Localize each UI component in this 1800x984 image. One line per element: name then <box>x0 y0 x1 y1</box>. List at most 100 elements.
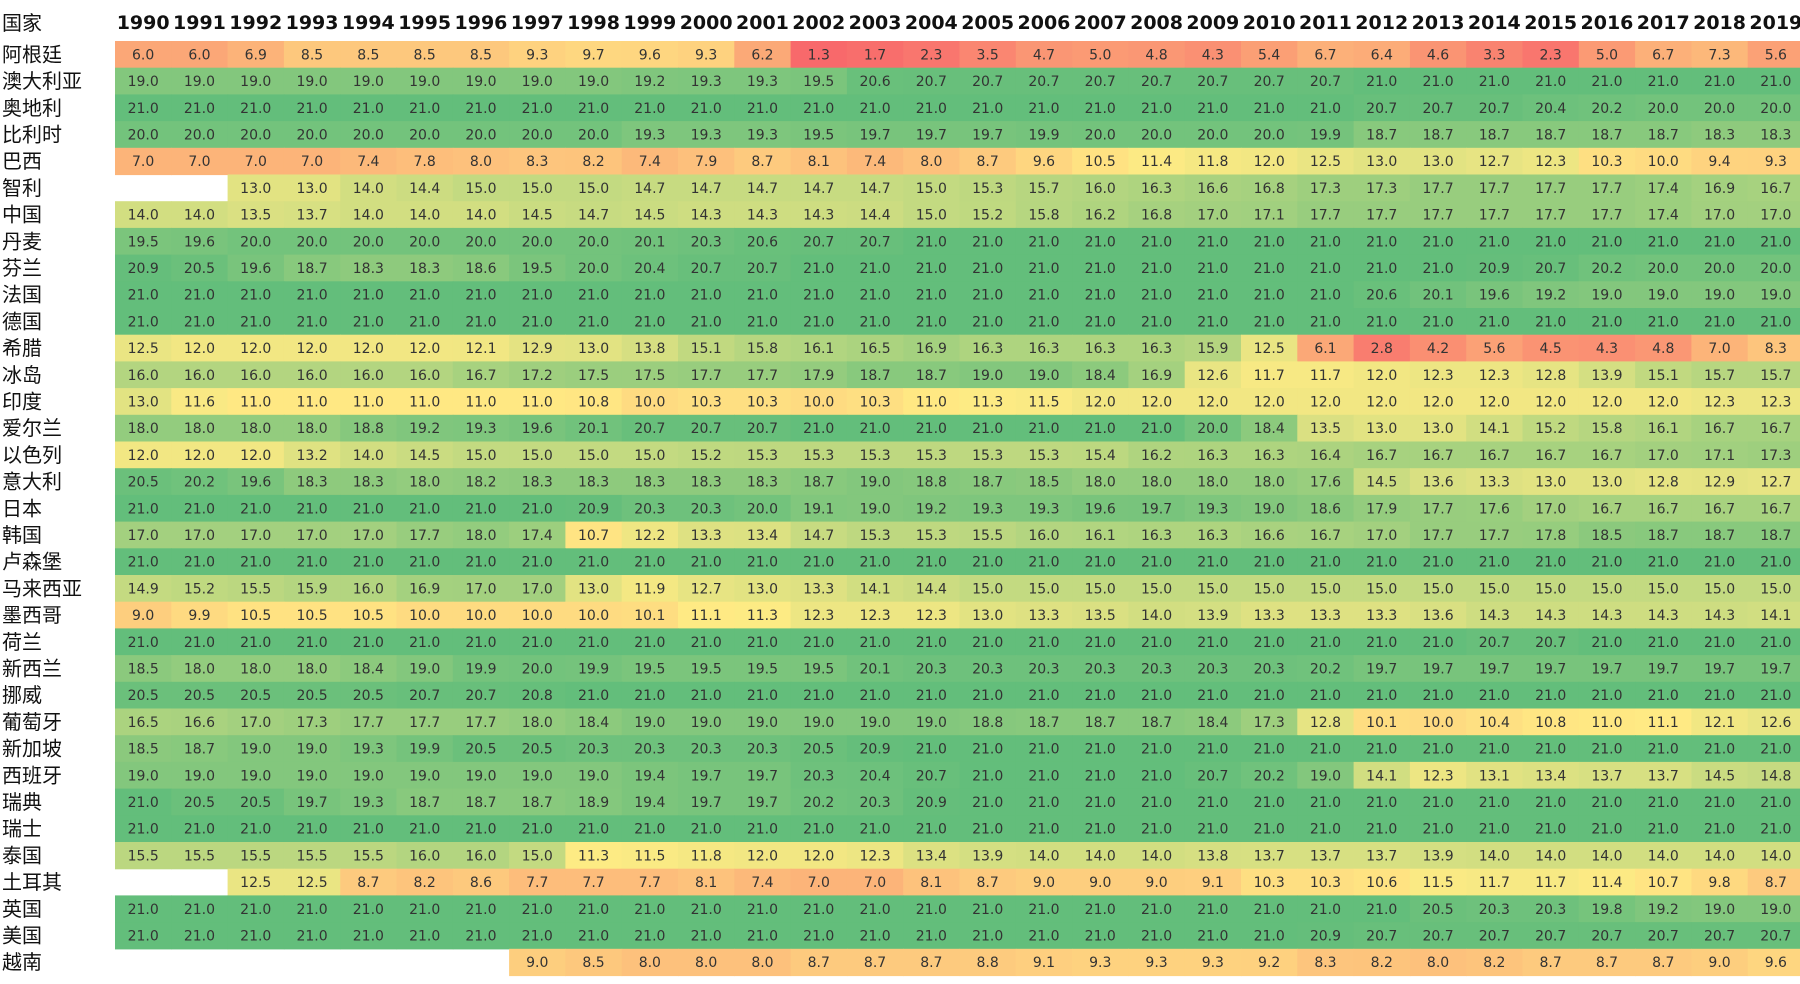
heat-cell <box>621 655 679 683</box>
heat-cell <box>846 548 904 576</box>
heat-cell <box>1747 494 1800 523</box>
heat-cell <box>1184 735 1242 763</box>
cell-value: 21.0 <box>1760 314 1791 330</box>
heat-cell <box>621 414 679 443</box>
heat-cell <box>1297 735 1355 763</box>
cell-value: 19.4 <box>634 795 665 811</box>
cell-value: 21.0 <box>1310 555 1341 571</box>
cell-value: 20.1 <box>634 234 665 250</box>
cell-value: 14.4 <box>859 208 890 224</box>
cell-value: 16.0 <box>240 368 271 384</box>
cell-value: 21.0 <box>128 288 159 304</box>
cell-value: 19.0 <box>353 768 384 784</box>
heat-cell <box>1747 41 1800 69</box>
heat-cell <box>1691 201 1749 229</box>
cell-value: 19.3 <box>691 127 722 143</box>
heat-cell <box>1522 521 1580 549</box>
heat-cell <box>621 575 679 603</box>
cell-value: 8.2 <box>1371 955 1393 971</box>
heat-cell <box>565 948 623 977</box>
heat-cell <box>734 174 792 202</box>
heat-cell <box>1241 388 1298 416</box>
heat-cell <box>1578 708 1636 736</box>
cell-value: 17.4 <box>1648 208 1679 224</box>
cell-value: 21.0 <box>859 822 890 838</box>
heat-cell <box>1353 815 1411 843</box>
cell-value: 11.4 <box>1141 154 1172 170</box>
heat-cell <box>1691 868 1749 896</box>
cell-value: 19.0 <box>1704 902 1735 918</box>
cell-value: 15.8 <box>1028 208 1059 224</box>
heat-cell <box>452 121 510 149</box>
cell-value: 16.0 <box>353 368 384 384</box>
cell-value: 21.0 <box>1422 261 1453 277</box>
cell-value: 13.3 <box>1254 608 1285 624</box>
cell-value: 20.5 <box>465 742 496 758</box>
cell-value: 20.7 <box>1085 74 1116 90</box>
heat-cell <box>509 895 566 923</box>
heat-cell <box>1747 521 1800 549</box>
cell-value: 17.8 <box>1535 528 1566 544</box>
cell-value: 21.0 <box>691 555 722 571</box>
cell-value: 13.6 <box>1422 475 1453 491</box>
heat-cell <box>734 361 792 389</box>
cell-value: 21.0 <box>1254 234 1285 250</box>
heat-cell <box>846 922 904 950</box>
cell-value: 21.0 <box>972 768 1003 784</box>
cell-value: 15.3 <box>916 448 947 464</box>
cell-value: 21.0 <box>1141 902 1172 918</box>
cell-value: 21.0 <box>578 902 609 918</box>
cell-value: 15.3 <box>859 448 890 464</box>
heat-cell <box>790 655 848 683</box>
heat-cell <box>846 41 904 69</box>
heat-cell <box>1466 655 1524 683</box>
heat-cell <box>734 575 792 603</box>
heat-cell <box>1072 788 1129 816</box>
cell-value: 20.0 <box>1648 101 1679 117</box>
heat-cell <box>1409 922 1467 950</box>
cell-value: 16.0 <box>465 848 496 864</box>
cell-value: 21.0 <box>1085 421 1116 437</box>
cell-value: 6.0 <box>132 47 154 63</box>
country-label: 韩国 <box>2 523 42 547</box>
cell-value: 16.3 <box>1141 181 1172 197</box>
heat-cell <box>1128 147 1186 176</box>
cell-value: 14.5 <box>409 448 440 464</box>
cell-value: 10.3 <box>1591 154 1622 170</box>
heat-cell <box>1353 308 1411 336</box>
heat-cell <box>1353 494 1411 523</box>
cell-value: 19.7 <box>1366 661 1397 677</box>
cell-value: 14.3 <box>747 208 778 224</box>
heat-cell <box>1241 441 1298 469</box>
heat-cell <box>1184 41 1242 69</box>
cell-value: 8.7 <box>1652 955 1674 971</box>
cell-value: 19.7 <box>972 127 1003 143</box>
heat-cell <box>227 94 285 122</box>
cell-value: 14.4 <box>409 181 440 197</box>
cell-value: 21.0 <box>184 314 215 330</box>
cell-value: 12.1 <box>465 341 496 357</box>
heat-cell <box>396 895 454 923</box>
heat-cell <box>509 361 566 389</box>
cell-value: 18.3 <box>296 475 327 491</box>
cell-value: 13.4 <box>916 848 947 864</box>
heat-cell <box>396 388 454 416</box>
heat-cell <box>396 254 454 282</box>
heat-cell <box>115 254 172 282</box>
year-header: 2000 <box>680 12 733 34</box>
heat-cell <box>1578 147 1636 176</box>
heat-cell <box>1409 601 1467 629</box>
heat-cell <box>734 788 792 816</box>
heat-cell <box>1297 121 1355 149</box>
heat-cell <box>1072 494 1129 523</box>
cell-value: 21.0 <box>916 261 947 277</box>
cell-value: 20.0 <box>296 234 327 250</box>
year-header: 2005 <box>961 12 1014 34</box>
heat-cell <box>846 388 904 416</box>
heat-cell <box>1466 227 1524 256</box>
heat-cell <box>452 815 510 843</box>
cell-value: 15.1 <box>1648 368 1679 384</box>
heat-cell <box>959 655 1017 683</box>
heat-cell <box>1128 681 1186 710</box>
cell-value: 14.0 <box>128 208 159 224</box>
